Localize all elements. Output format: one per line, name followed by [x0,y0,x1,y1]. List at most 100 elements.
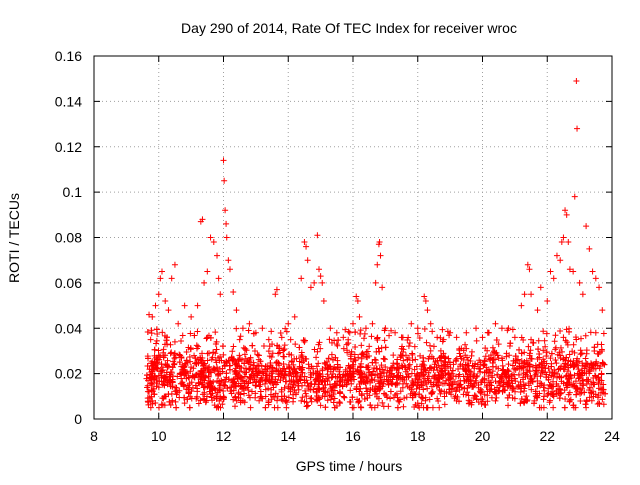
data-point [155,291,162,298]
band-point [247,375,254,382]
band-point [231,375,238,382]
band-point [266,372,273,379]
band-point [516,371,523,378]
x-tick-label: 8 [90,428,98,444]
band-point [262,404,269,411]
band-point [162,374,169,381]
band-point [277,329,284,336]
band-point [330,383,337,390]
band-point [308,398,315,405]
band-point [456,371,463,378]
data-point [278,334,285,341]
data-point [220,157,227,164]
data-point [377,252,384,259]
data-point [570,268,577,275]
band-point [390,365,397,372]
band-point [181,372,188,379]
data-point [463,345,470,352]
band-point [557,390,564,397]
data-point [479,334,486,341]
band-point [319,392,326,399]
data-point [333,329,340,336]
band-point [335,337,342,344]
band-point [194,385,201,392]
data-point [531,397,538,404]
band-point [449,367,456,374]
band-point [346,398,353,405]
band-point [169,364,176,371]
band-point [503,353,510,360]
band-point [430,355,437,362]
band-point [223,370,230,377]
band-point [281,365,288,372]
band-point [292,341,299,348]
data-point [171,338,178,345]
band-point [205,367,212,374]
band-point [423,339,430,346]
band-point [402,352,409,359]
data-point [453,334,460,341]
band-point [376,366,383,373]
data-point [537,284,544,291]
band-point [368,333,375,340]
band-point [153,337,160,344]
band-point [413,385,420,392]
data-point [374,261,381,268]
band-point [303,377,310,384]
data-point [596,284,603,291]
band-point [296,344,303,351]
data-point [149,313,156,320]
band-point [192,382,199,389]
band-point [477,389,484,396]
band-point [208,394,215,401]
band-point [420,386,427,393]
data-point [230,288,237,295]
band-point [566,389,573,396]
data-point [320,298,327,305]
band-point [516,363,523,370]
y-tick-label: 0.1 [63,184,83,200]
band-point [601,361,608,368]
band-point [197,397,204,404]
band-point [198,381,205,388]
band-point [293,377,300,384]
band-point [515,356,522,363]
band-point [192,355,199,362]
band-point [380,355,387,362]
band-point [184,396,191,403]
band-point [255,352,262,359]
band-point [199,391,206,398]
band-point [262,378,269,385]
band-point [349,404,356,411]
band-point [541,387,548,394]
band-point [379,399,386,406]
band-point [232,393,239,400]
band-point [588,380,595,387]
data-point [473,325,480,332]
data-point [434,395,441,402]
band-point [171,355,178,362]
band-point [179,363,186,370]
band-point [406,339,413,346]
grid-lines [94,56,612,419]
band-point [543,352,550,359]
band-point [286,378,293,385]
band-point [181,394,188,401]
band-point [252,382,259,389]
band-point [297,376,304,383]
band-point [267,360,274,367]
band-point [424,404,431,411]
band-point [441,393,448,400]
band-point [553,360,560,367]
band-point [595,380,602,387]
band-point [587,367,594,374]
band-point [555,366,562,373]
band-point [511,365,518,372]
band-point [171,360,178,367]
data-point [562,207,569,214]
band-point [463,367,470,374]
band-point [409,394,416,401]
band-point [548,350,555,357]
band-point [550,373,557,380]
band-point [222,376,229,383]
